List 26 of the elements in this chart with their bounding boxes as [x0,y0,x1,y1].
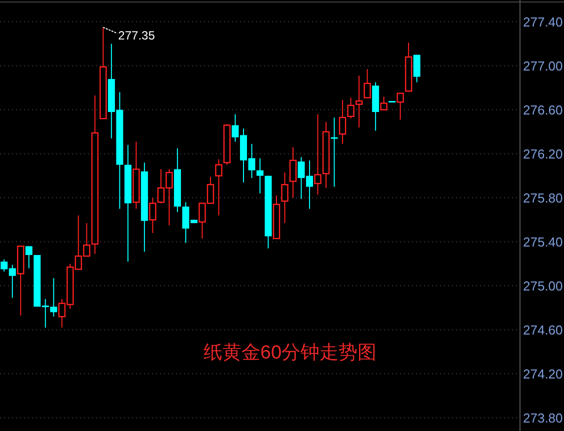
candlestick [347,97,354,120]
y-tick-label: 275.00 [523,278,563,294]
y-tick-label: 273.80 [523,410,563,426]
candlestick [25,246,32,269]
candlestick [215,158,222,216]
candlestick [355,75,363,128]
candlestick [396,92,404,120]
candlestick [380,96,388,110]
y-tick-label: 277.00 [523,58,563,74]
candlestick [314,114,322,195]
candlestick [364,68,371,98]
y-tick-label: 276.60 [523,102,563,118]
candlestick [281,172,288,224]
candlestick [256,158,264,194]
y-tick-label: 277.40 [523,14,563,30]
candlestick [338,99,346,144]
annotation: 277.35 [118,28,156,42]
y-tick-label: 276.20 [523,146,563,162]
y-tick-label: 274.60 [523,322,563,338]
y-tick-label: 275.40 [523,234,563,250]
y-tick-label: 274.20 [523,366,563,382]
text: 纸黄金60分钟走势图 [203,342,377,364]
candlestick [289,146,297,198]
y-tick-label: 275.80 [523,190,563,206]
candlestick [413,54,420,83]
candlestick [330,117,338,188]
